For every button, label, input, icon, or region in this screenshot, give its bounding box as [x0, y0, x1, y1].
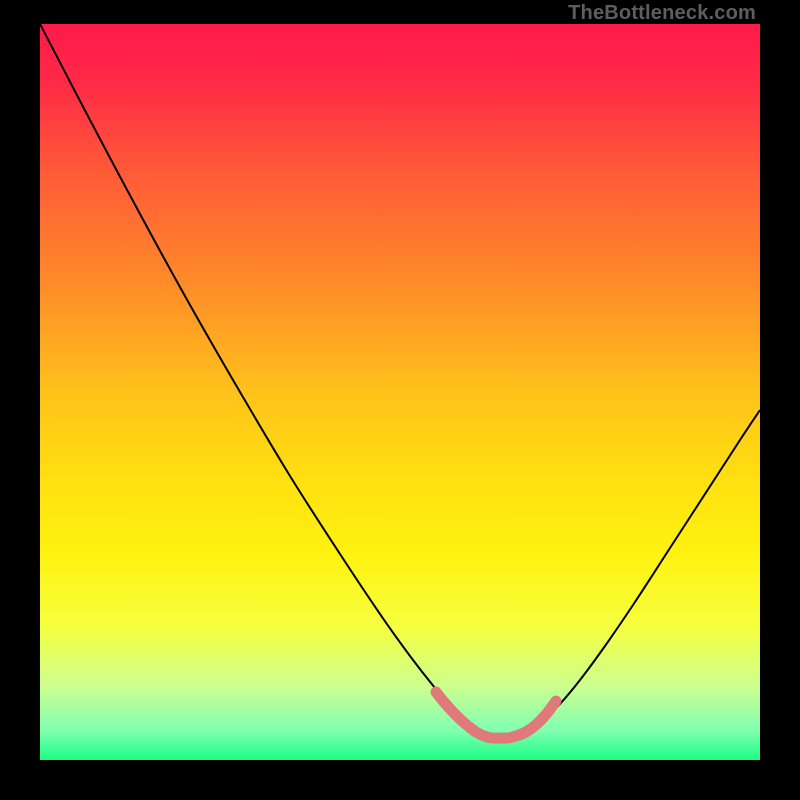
plot-svg [40, 24, 760, 760]
chart-frame: TheBottleneck.com [0, 0, 800, 800]
watermark-text: TheBottleneck.com [568, 2, 756, 25]
plot-area [40, 24, 760, 760]
gradient-background [40, 24, 760, 760]
